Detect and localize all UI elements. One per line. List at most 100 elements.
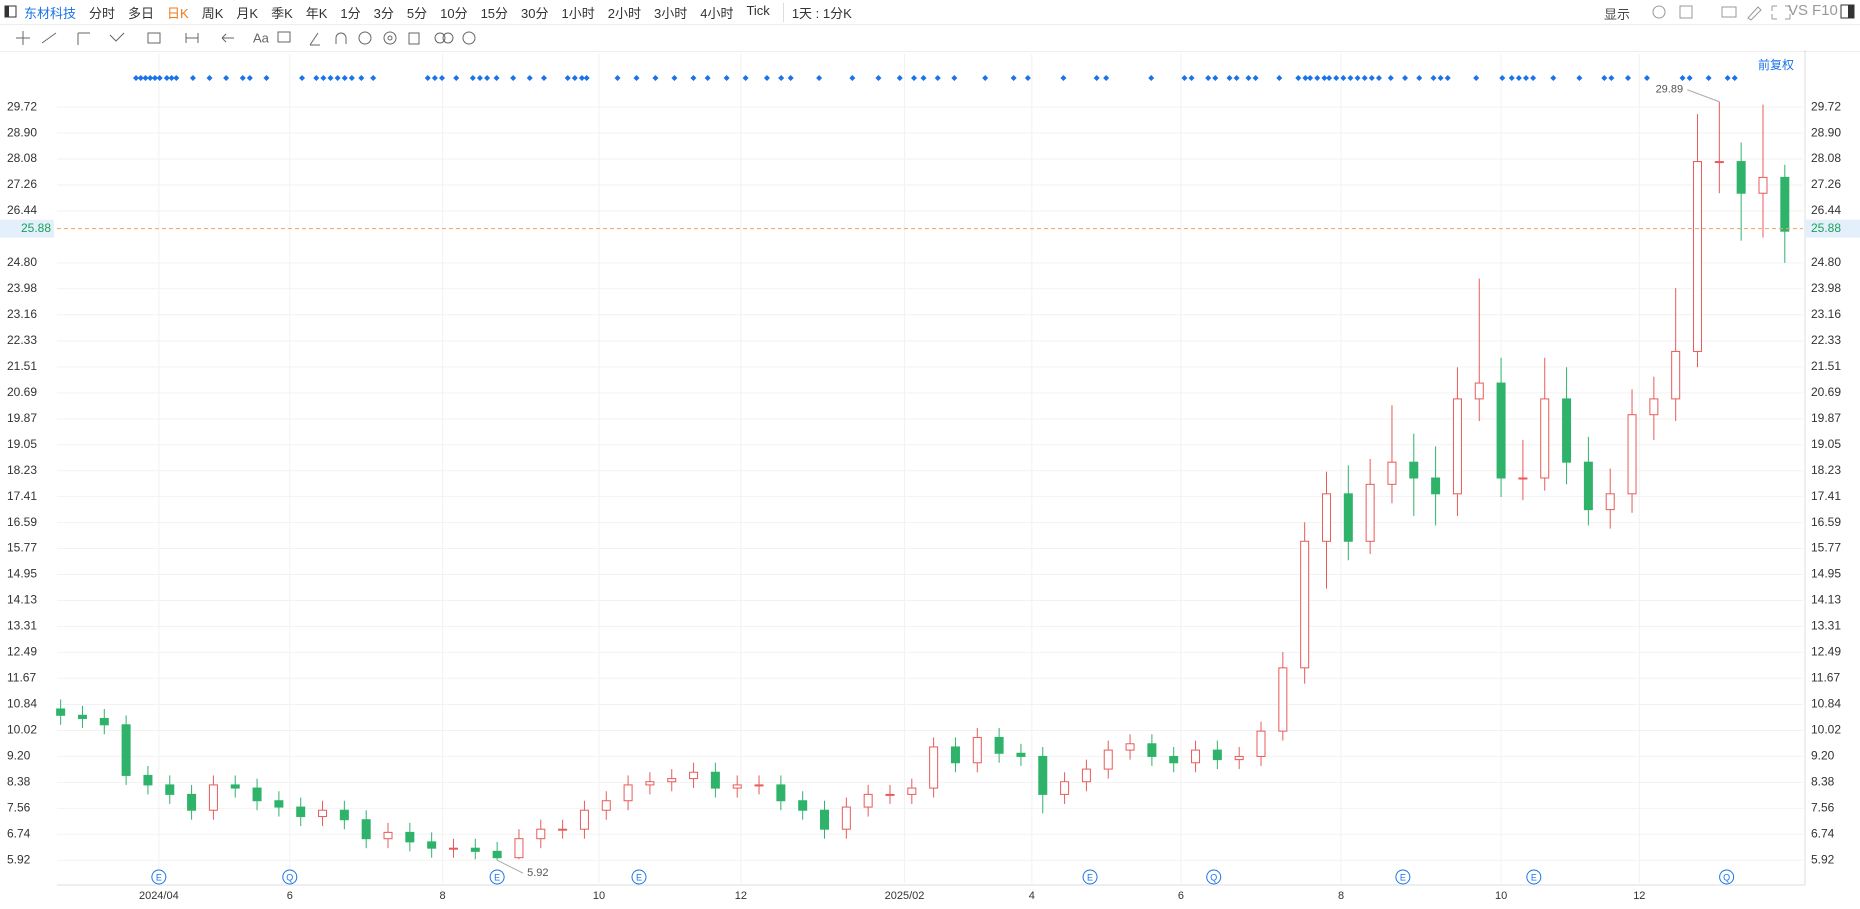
event-dot bbox=[358, 75, 365, 81]
y-tick-label-right: 24.80 bbox=[1811, 255, 1841, 269]
candle-body bbox=[1081, 768, 1091, 783]
candle-body bbox=[710, 771, 720, 789]
candle-body bbox=[165, 784, 175, 795]
event-dot bbox=[1473, 75, 1480, 81]
candle-body bbox=[187, 793, 197, 811]
event-dot bbox=[1522, 75, 1529, 81]
event-dot bbox=[1276, 75, 1283, 81]
period-button[interactable]: 15分 bbox=[480, 5, 509, 21]
candle-body bbox=[950, 746, 960, 764]
event-dot bbox=[163, 75, 170, 81]
candle-body bbox=[208, 784, 218, 811]
candle-body bbox=[1583, 461, 1593, 511]
event-marker bbox=[1082, 869, 1098, 885]
candle-body bbox=[1518, 477, 1528, 480]
event-dot bbox=[1550, 75, 1557, 81]
candle-body bbox=[1562, 398, 1572, 463]
y-tick-label: 28.90 bbox=[7, 125, 37, 139]
y-tick-label-right: 7.56 bbox=[1811, 800, 1835, 814]
candle-body bbox=[274, 800, 284, 808]
event-dot bbox=[1530, 75, 1537, 81]
period-button[interactable]: 分时 bbox=[89, 5, 116, 21]
candle-body bbox=[1060, 781, 1070, 795]
candle-body bbox=[776, 784, 786, 802]
event-dot bbox=[1508, 75, 1515, 81]
event-dot bbox=[1340, 75, 1347, 81]
y-tick-label-right: 9.20 bbox=[1811, 749, 1835, 763]
candle-body bbox=[841, 806, 851, 830]
drawing-toolbar: Aa bbox=[0, 25, 1860, 52]
event-dot bbox=[239, 75, 246, 81]
period-button[interactable]: 5分 bbox=[406, 5, 428, 21]
event-label: Q bbox=[1210, 872, 1217, 882]
text-tool[interactable]: Aa bbox=[253, 30, 270, 45]
event-dot bbox=[1188, 75, 1195, 81]
adjust-mode[interactable]: 前复权 bbox=[1758, 58, 1795, 72]
event-dot bbox=[875, 75, 882, 81]
period-button[interactable]: 4小时 bbox=[700, 5, 734, 21]
y-tick-label-right: 26.44 bbox=[1811, 203, 1841, 217]
y-tick-label: 12.49 bbox=[7, 645, 37, 659]
event-dot bbox=[327, 75, 334, 81]
y-tick-label-right: 10.84 bbox=[1811, 697, 1841, 711]
vs-button[interactable]: VS bbox=[1788, 2, 1809, 19]
event-dot bbox=[1333, 75, 1340, 81]
stock-name[interactable]: 东材科技 bbox=[24, 5, 77, 21]
event-dot bbox=[787, 75, 794, 81]
event-dot bbox=[816, 75, 823, 81]
event-dot bbox=[671, 75, 678, 81]
event-dot bbox=[484, 75, 491, 81]
event-label: E bbox=[156, 872, 162, 882]
event-label: E bbox=[636, 872, 642, 882]
period-toolbar: 东材科技 分时 多日 日K 周K 月K 季K 年K 1分 3分 5分 10分 15分 30分 1小时 2小时… bbox=[0, 0, 1860, 25]
period-button[interactable]: 周K bbox=[201, 5, 224, 21]
period-button[interactable]: 30分 bbox=[521, 5, 549, 21]
event-dot bbox=[571, 75, 578, 81]
event-dot bbox=[1010, 75, 1017, 81]
event-dot bbox=[1024, 75, 1031, 81]
period-button[interactable]: 年K bbox=[305, 5, 328, 21]
display-menu[interactable]: 显示 bbox=[1604, 7, 1631, 22]
candle-body bbox=[1278, 667, 1288, 732]
event-dot bbox=[1724, 75, 1731, 81]
period-button[interactable]: 2小时 bbox=[607, 5, 641, 21]
range-select[interactable]: 1天 : 1分K bbox=[782, 2, 852, 22]
event-dot bbox=[313, 75, 320, 81]
event-dot bbox=[156, 75, 163, 81]
y-tick-label: 14.13 bbox=[7, 593, 37, 607]
period-button[interactable]: 10分 bbox=[440, 5, 468, 21]
period-button[interactable]: 季K bbox=[271, 5, 293, 21]
candle-body bbox=[994, 736, 1004, 754]
event-dot bbox=[151, 75, 158, 81]
y-tick-label-right: 18.23 bbox=[1811, 463, 1841, 477]
period-button[interactable]: 3小时 bbox=[653, 5, 688, 21]
period-button[interactable]: 1分 bbox=[340, 5, 361, 21]
period-button[interactable]: 3分 bbox=[373, 5, 394, 21]
event-dot bbox=[1368, 75, 1375, 81]
candle-body bbox=[1234, 755, 1244, 761]
candle-body bbox=[1409, 461, 1419, 479]
event-dot bbox=[1601, 75, 1608, 81]
event-label: E bbox=[1087, 872, 1093, 882]
candle-body bbox=[1671, 350, 1681, 400]
period-button[interactable]: Tick bbox=[746, 2, 770, 18]
event-dot bbox=[1181, 75, 1188, 81]
event-dot bbox=[1314, 75, 1321, 81]
candle-body bbox=[1103, 749, 1113, 770]
candle-body bbox=[1627, 414, 1637, 495]
period-button[interactable]: 1小时 bbox=[561, 5, 595, 21]
f10-button[interactable]: F10 bbox=[1812, 2, 1838, 19]
period-button[interactable]: 多日 bbox=[128, 5, 155, 21]
y-tick-label: 23.16 bbox=[7, 307, 37, 321]
candle-body bbox=[1780, 176, 1790, 232]
event-dot bbox=[1402, 75, 1409, 81]
event-dot bbox=[1679, 75, 1686, 81]
period-button[interactable]: 日K bbox=[167, 5, 189, 21]
y-tick-label: 8.38 bbox=[7, 775, 31, 789]
sidebar-toggle[interactable] bbox=[1840, 4, 1856, 20]
period-button[interactable]: 月K bbox=[236, 5, 259, 21]
candle-body bbox=[1321, 493, 1331, 542]
extreme-label: 29.89 bbox=[1656, 84, 1684, 96]
panel-icon[interactable] bbox=[4, 5, 18, 19]
